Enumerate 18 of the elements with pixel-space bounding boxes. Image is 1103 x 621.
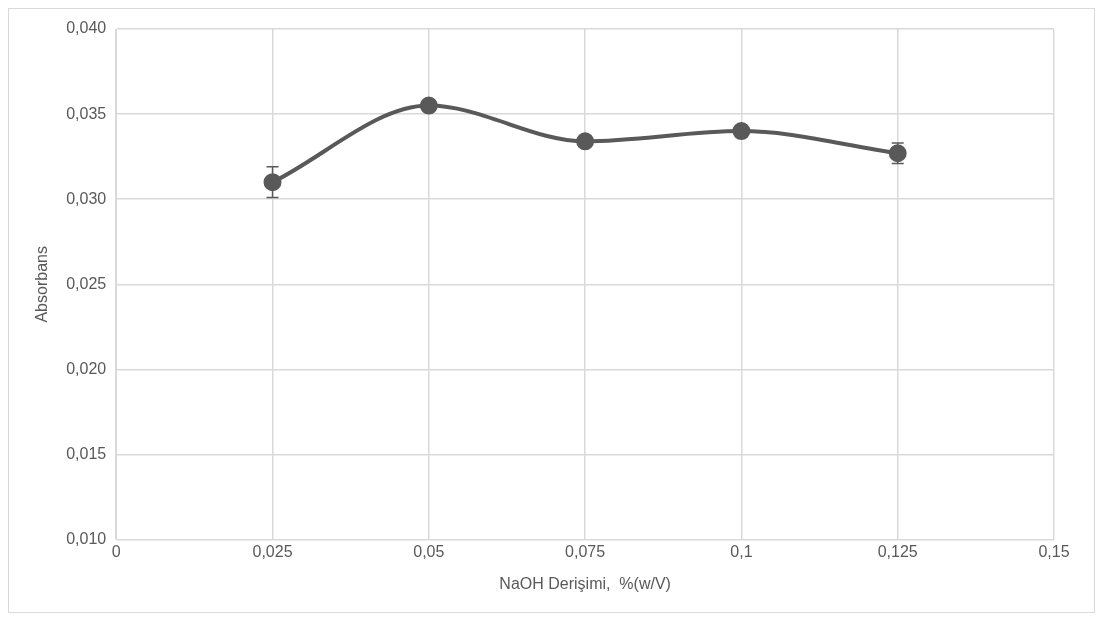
x-tick-label: 0,075 <box>565 542 606 560</box>
x-tick-label: 0,05 <box>413 542 445 560</box>
x-tick-label: 0,025 <box>252 542 293 560</box>
point <box>732 122 751 141</box>
x-tick-label: 0,15 <box>1038 542 1070 560</box>
x-tick-label: 0,1 <box>730 542 753 560</box>
y-tick-label: 0,030 <box>66 189 107 207</box>
y-tick-label: 0,020 <box>66 359 107 377</box>
point <box>263 173 282 192</box>
y-axis-title: Absorbans <box>33 246 51 323</box>
y-tick-label: 0,040 <box>66 19 107 37</box>
x-axis-title: NaOH Derişimi, %(w/V) <box>499 574 671 592</box>
y-tick-label: 0,035 <box>66 104 107 122</box>
x-tick-label: 0 <box>111 542 121 560</box>
x-tick-label: 0,125 <box>877 542 918 560</box>
y-tick-label: 0,010 <box>66 530 107 548</box>
y-tick-label: 0,015 <box>66 444 107 462</box>
y-tick-label: 0,025 <box>66 274 107 292</box>
